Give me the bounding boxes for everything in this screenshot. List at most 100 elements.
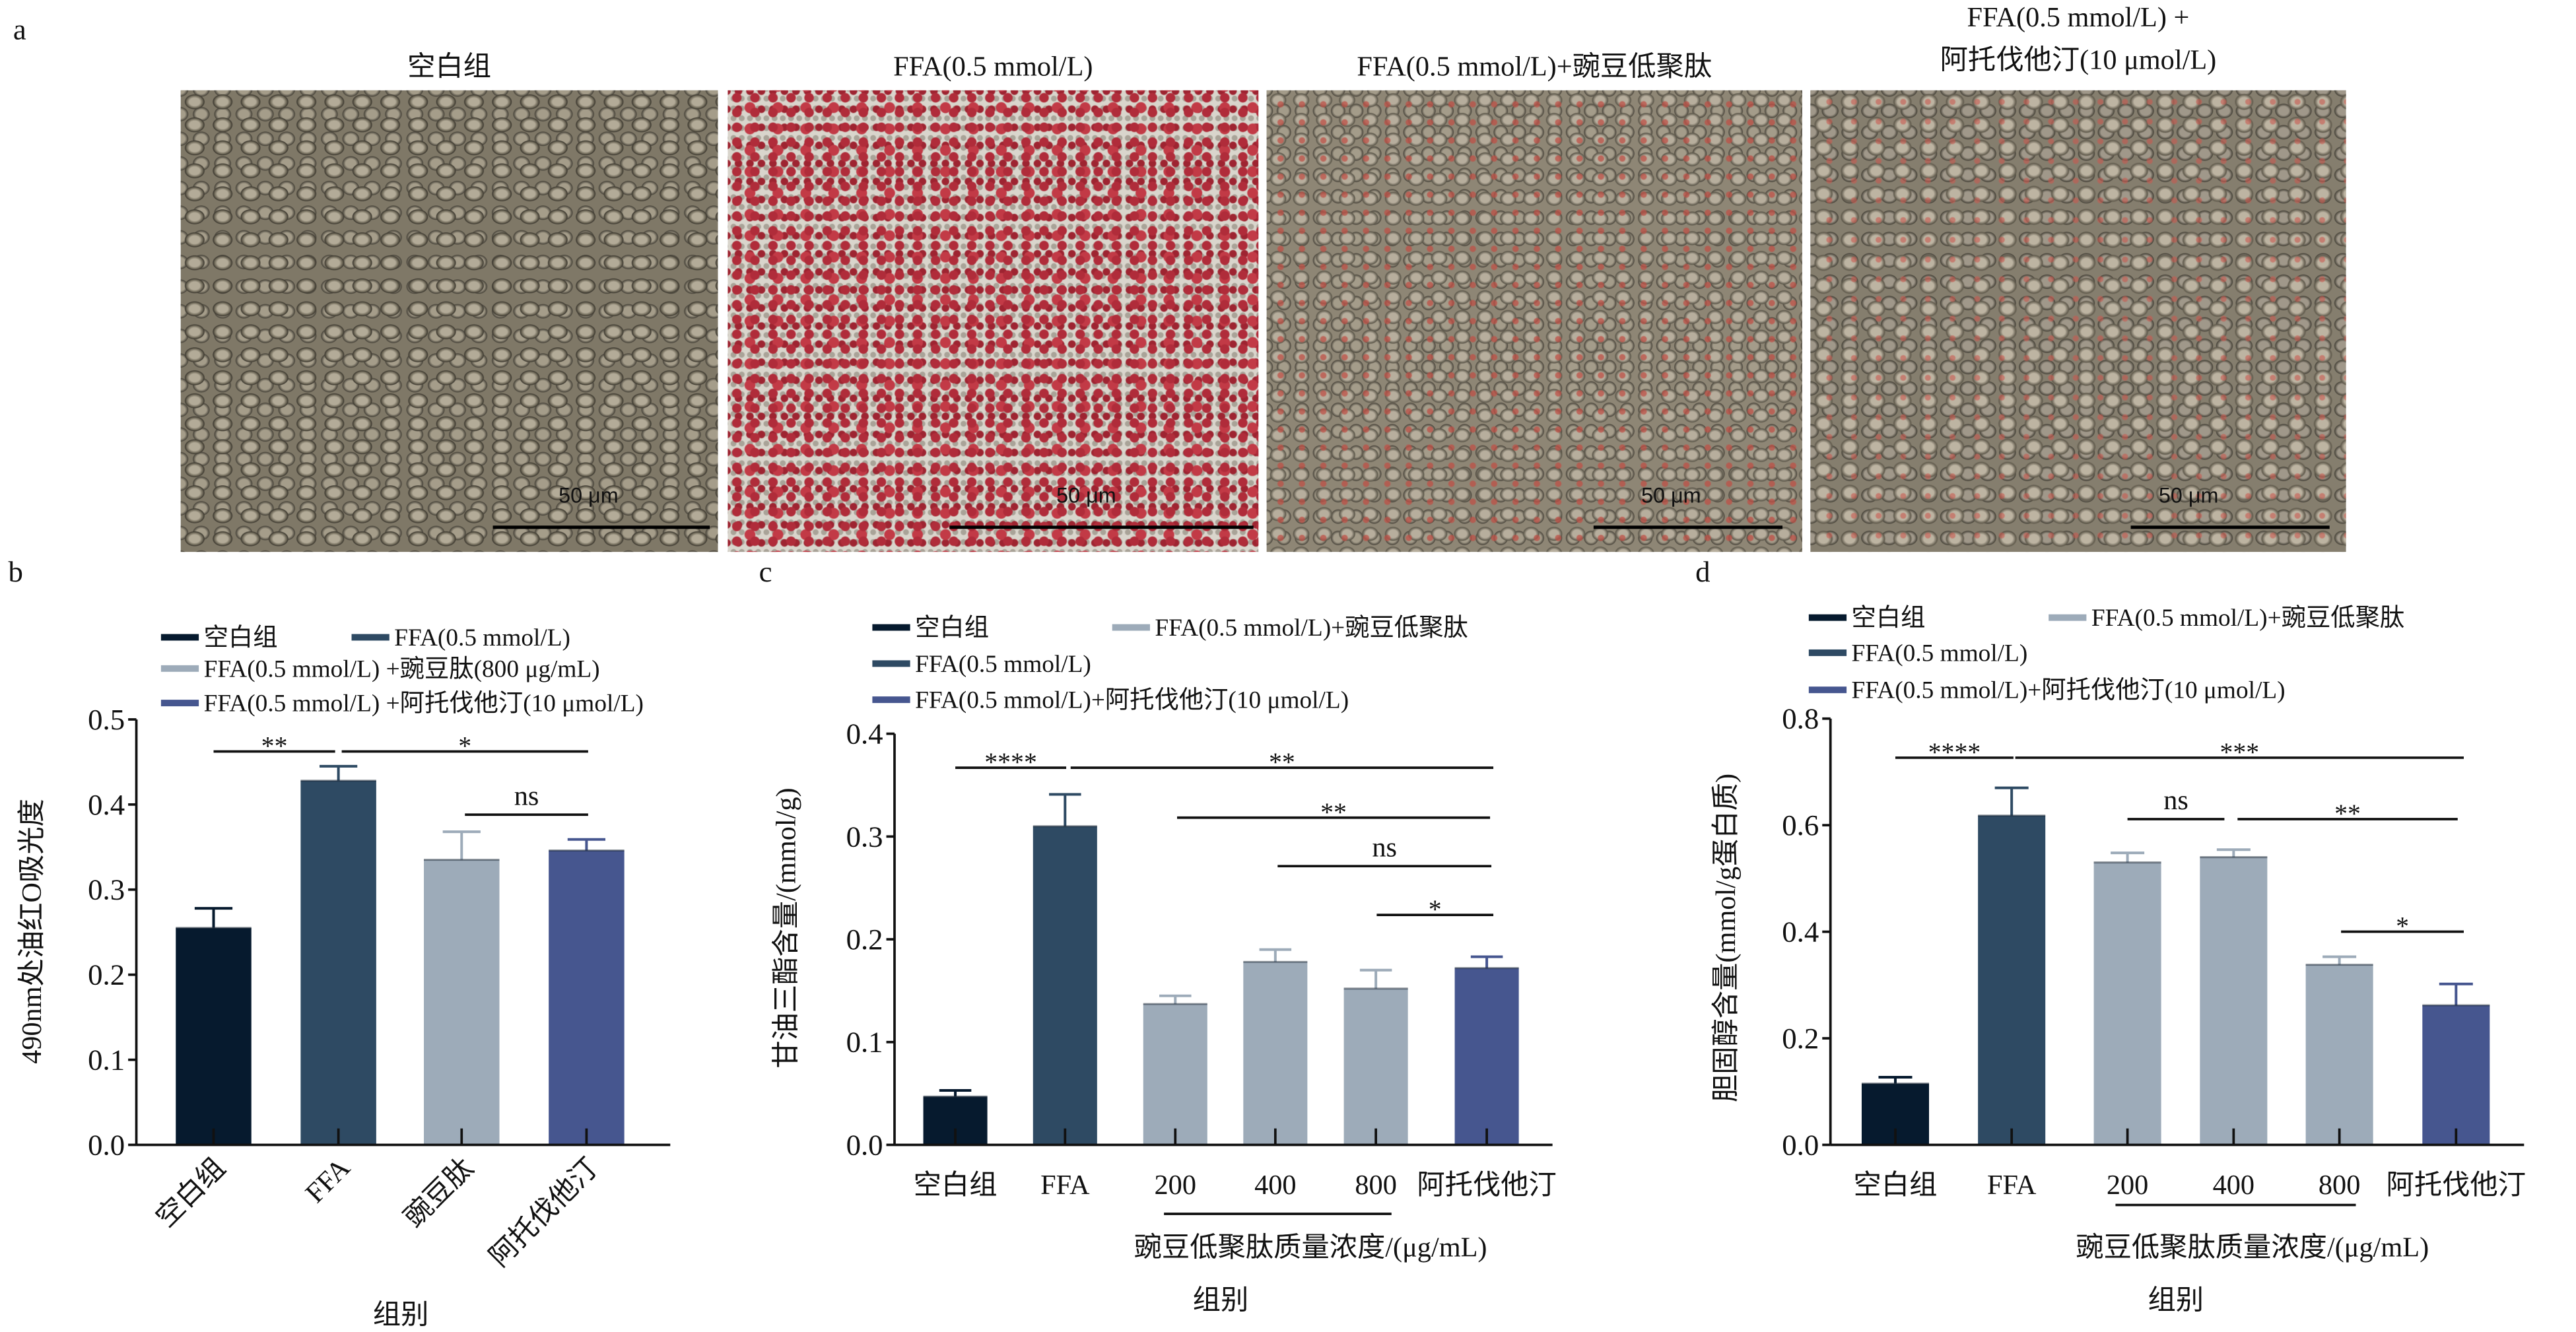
x-tick-label-4: 800	[1355, 1170, 1396, 1201]
bar-2	[2093, 862, 2161, 1145]
significance-label-1: **	[1269, 748, 1295, 777]
y-tick-label-5: 0.5	[88, 703, 125, 736]
legend-swatch-2	[160, 665, 199, 672]
legend-swatch-3	[160, 700, 199, 707]
micrograph-ffa-peptide: 50 μm	[1266, 90, 1802, 552]
legend-label-1: FFA(0.5 mmol/L)	[394, 624, 570, 651]
bar-2	[1143, 1004, 1207, 1145]
y-tick-label-2: 0.2	[88, 958, 125, 991]
x-tick-label-3: 400	[2213, 1170, 2254, 1201]
legend-label-3: FFA(0.5 mmol/L) +阿托伐他汀(10 μmol/L)	[204, 690, 644, 717]
micrograph-blank: 50 μm	[180, 90, 718, 552]
y-axis-label: 490nm处油红O吸光度	[17, 799, 48, 1064]
significance-label-0: ****	[984, 748, 1037, 777]
y-tick-label-0: 0.0	[1782, 1128, 1819, 1161]
panel-c-label: c	[759, 555, 772, 588]
y-tick-label-4: 0.4	[88, 788, 125, 821]
group-label: 豌豆低聚肽质量浓度/(μg/mL)	[1134, 1232, 1487, 1263]
bar-4	[1343, 988, 1408, 1145]
scale-bar	[492, 525, 710, 529]
x-tick-label-1: FFA	[300, 1152, 356, 1209]
bar-2	[424, 859, 500, 1145]
legend-swatch-1	[1808, 649, 1847, 656]
y-axis-label: 甘油三酯含量/(mmol/g)	[770, 787, 801, 1068]
significance-label-3: **	[2334, 799, 2361, 828]
x-tick-label-5: 阿托伐他汀	[1417, 1170, 1557, 1201]
significance-label-1: ***	[2220, 738, 2259, 767]
bar-1	[1978, 815, 2046, 1145]
bar-1	[300, 780, 376, 1145]
y-axis-label: 胆固醇含量(mmol/g蛋白质)	[1711, 774, 1742, 1102]
micrograph-title-ffa: FFA(0.5 mmol/L)	[893, 51, 1093, 83]
x-tick-label-3: 400	[1254, 1170, 1296, 1201]
legend-label-2: FFA(0.5 mmol/L)+豌豆低聚肽	[1155, 614, 1468, 642]
group-label: 豌豆低聚肽质量浓度/(μg/mL)	[2076, 1232, 2429, 1263]
legend-label-1: FFA(0.5 mmol/L)	[915, 651, 1091, 678]
significance-label-1: *	[458, 731, 471, 760]
panel-d-label: d	[1695, 555, 1711, 588]
bar-3	[2200, 857, 2268, 1145]
y-tick-label-1: 0.1	[88, 1044, 125, 1077]
y-tick-label-1: 0.2	[1782, 1022, 1819, 1055]
legend-swatch-1	[351, 634, 390, 641]
legend-label-0: 空白组	[1852, 604, 1926, 632]
x-tick-label-0: 空白组	[151, 1152, 232, 1234]
significance-label-2: **	[1320, 798, 1347, 827]
x-axis-label: 组别	[2148, 1284, 2204, 1315]
bar-0	[176, 927, 252, 1145]
x-tick-label-2: 200	[2107, 1170, 2148, 1201]
legend-label-3: FFA(0.5 mmol/L)+阿托伐他汀(10 μmol/L)	[1852, 677, 2286, 704]
legend-label-2: FFA(0.5 mmol/L) +豌豆肽(800 μg/mL)	[204, 655, 600, 683]
bar-5	[1454, 968, 1519, 1145]
legend-swatch-2	[2049, 614, 2087, 621]
x-tick-label-0: 空白组	[914, 1170, 998, 1201]
scale-bar-label: 50 μm	[2158, 483, 2219, 508]
x-axis-label: 组别	[373, 1300, 429, 1331]
x-tick-label-2: 豌豆肽	[398, 1152, 479, 1234]
x-axis-label: 组别	[1193, 1284, 1249, 1315]
scale-bar	[1593, 525, 1783, 529]
y-tick-label-4: 0.4	[846, 717, 883, 750]
y-tick-label-0: 0.0	[846, 1128, 883, 1161]
legend-label-0: 空白组	[204, 624, 278, 651]
significance-label-4: *	[1429, 895, 1442, 924]
y-tick-label-0: 0.0	[88, 1128, 125, 1161]
scale-bar-label: 50 μm	[1641, 483, 1701, 508]
legend-label-1: FFA(0.5 mmol/L)	[1852, 640, 2028, 667]
significance-label-4: *	[2396, 912, 2409, 941]
micrograph-ffa-atorvastatin: 50 μm	[1810, 90, 2346, 552]
panel-b-label: b	[8, 555, 23, 588]
significance-label-2: ns	[2163, 785, 2188, 816]
bar-3	[1243, 962, 1308, 1145]
legend-swatch-3	[1808, 686, 1847, 694]
x-tick-label-4: 800	[2319, 1170, 2360, 1201]
legend-label-3: FFA(0.5 mmol/L)+阿托伐他汀(10 μmol/L)	[915, 687, 1349, 714]
x-tick-label-0: 空白组	[1854, 1170, 1938, 1201]
panel-a-label: a	[13, 13, 26, 46]
y-tick-label-1: 0.1	[846, 1026, 883, 1059]
x-tick-label-2: 200	[1155, 1170, 1196, 1201]
scale-bar-label: 50 μm	[1056, 483, 1116, 508]
significance-label-2: ns	[514, 780, 539, 811]
bar-3	[549, 850, 625, 1145]
y-tick-label-2: 0.2	[846, 923, 883, 956]
y-tick-label-3: 0.3	[846, 820, 883, 853]
scale-bar	[2130, 525, 2330, 529]
micrograph-ffa: 50 μm	[728, 90, 1259, 552]
legend-swatch-0	[1808, 614, 1847, 621]
legend-swatch-2	[1112, 624, 1150, 631]
x-tick-label-3: 阿托伐他汀	[484, 1152, 605, 1273]
bar-5	[2422, 1005, 2490, 1145]
bar-4	[2305, 964, 2373, 1145]
significance-label-0: ****	[1928, 738, 1981, 767]
legend-swatch-0	[872, 624, 910, 631]
x-tick-label-1: FFA	[1040, 1170, 1090, 1201]
legend-label-0: 空白组	[915, 614, 989, 642]
scale-bar	[949, 525, 1254, 529]
significance-label-3: ns	[1372, 832, 1397, 863]
y-tick-label-4: 0.8	[1782, 702, 1819, 735]
micrograph-title-peptide: FFA(0.5 mmol/L)+豌豆低聚肽	[1357, 51, 1712, 83]
micrograph-title-blank: 空白组	[407, 51, 492, 83]
